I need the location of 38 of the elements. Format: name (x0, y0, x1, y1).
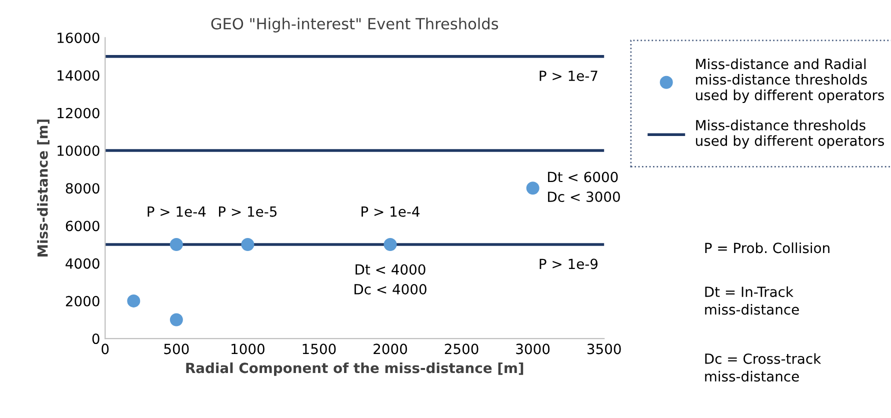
annotation: P > 1e-9 (540, 258, 598, 270)
y-tick-label: 12000 (58, 108, 100, 118)
y-tick-label: 8000 (66, 183, 100, 194)
y-tick-label: 16000 (58, 32, 100, 44)
y-tick-label: 10000 (58, 145, 100, 156)
annotation: P > 1e-5 (219, 206, 277, 217)
x-tick-label: 1500 (302, 344, 336, 354)
x-tick-label: 500 (164, 344, 189, 354)
x-tick-label: 2000 (374, 344, 408, 354)
y-tick-label: 2000 (66, 296, 100, 306)
annotation: Dt < 4000 Dc < 4000 (354, 264, 426, 294)
annotation: Dt < 6000 Dc < 3000 (548, 172, 620, 202)
point (241, 238, 254, 252)
x-tick-label: 2500 (444, 344, 478, 354)
point (526, 182, 540, 195)
point (170, 313, 183, 326)
text: P = Prob. Collision (705, 242, 830, 254)
x-tick-label: 3500 (587, 344, 621, 354)
annotation: P > 1e-4 (148, 206, 206, 217)
x-axis-title: Radial Component of the miss-distance [m] (186, 362, 524, 376)
x-tick-label: 1000 (232, 344, 264, 354)
annotation: P > 1e-4 (362, 206, 420, 217)
chart-title: GEO "High-interest" Event Thresholds (211, 18, 498, 32)
y-tick-label: 4000 (66, 258, 100, 269)
y-tick-label: 14000 (58, 70, 100, 81)
point (127, 294, 140, 308)
x-tick-label: 0 (102, 344, 109, 354)
y-tick-label: 0 (92, 334, 100, 344)
y-axis-title: Miss-distance [m] (37, 120, 50, 257)
y-tick-label: 6000 (66, 220, 100, 232)
point (384, 238, 397, 252)
annotation: P > 1e-7 (540, 70, 598, 82)
x-tick-label: 3000 (516, 344, 550, 354)
legend-label: Miss-distance thresholds used by different operators (696, 120, 884, 149)
text: Dc = Cross-track miss-distance (705, 353, 822, 382)
text: Dt = In-Track miss-distance (705, 286, 799, 315)
point (170, 238, 183, 252)
legend-label: Miss-distance and Radial miss-distance thresholds used by different operators (696, 58, 884, 103)
